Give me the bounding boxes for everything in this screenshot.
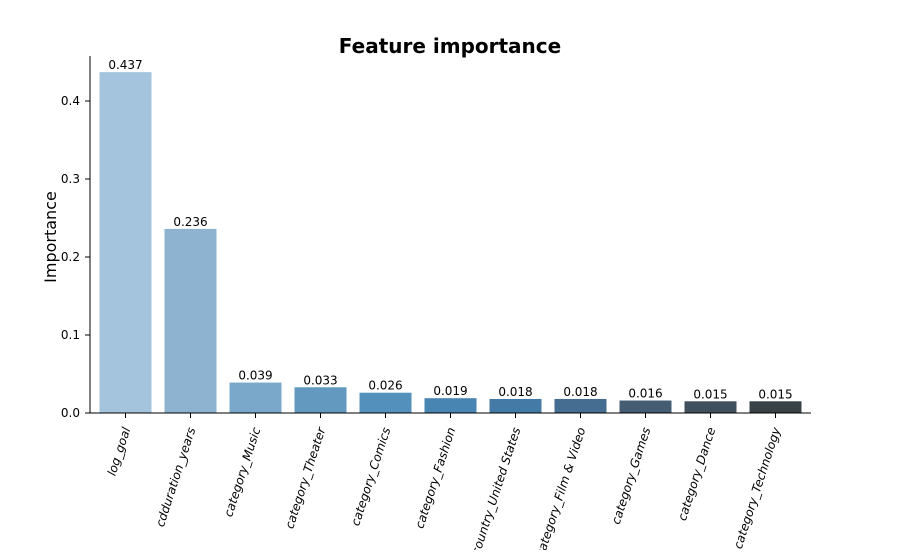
bar (424, 398, 477, 413)
bar (749, 401, 802, 413)
y-tick-label: 0.3 (61, 172, 80, 186)
x-tick-label: cdduration_years (153, 426, 198, 529)
chart-title: Feature importance (339, 34, 561, 58)
bar (554, 398, 607, 413)
x-tick-label: category_Comics (348, 426, 393, 528)
bar (164, 228, 217, 413)
bar-value-label: 0.019 (433, 384, 467, 398)
bar-value-label: 0.016 (628, 387, 662, 401)
bar (684, 401, 737, 413)
x-tick-label: category_Music (221, 425, 263, 518)
x-tick-label: category_Fashion (412, 426, 458, 531)
bar-value-label: 0.018 (498, 385, 532, 399)
y-axis-label: Importance (41, 191, 60, 283)
x-tick-label: category_Games (609, 426, 654, 526)
y-tick-label: 0.0 (61, 406, 80, 420)
bar (359, 392, 412, 413)
bar-value-label: 0.015 (693, 387, 727, 401)
bar (294, 387, 347, 413)
bar-value-label: 0.018 (563, 385, 597, 399)
bar-value-label: 0.039 (238, 369, 272, 383)
bar-value-label: 0.033 (303, 373, 337, 387)
bars-group (99, 72, 802, 413)
x-tick-label: category_Technology (731, 425, 784, 550)
bar (489, 398, 542, 413)
y-axis-ticks: 0.0 0.1 0.2 0.3 0.4 (61, 94, 90, 420)
bar (619, 400, 672, 413)
x-tick-label: log_goal (105, 425, 134, 477)
y-tick-label: 0.1 (61, 328, 80, 342)
y-tick-label: 0.2 (61, 250, 80, 264)
y-tick-label: 0.4 (61, 94, 80, 108)
x-tick-label: category_Film & Video (533, 426, 588, 550)
bar-value-label: 0.437 (108, 58, 142, 72)
bar (229, 382, 282, 413)
bar-value-label: 0.015 (758, 387, 792, 401)
bar-value-label: 0.236 (173, 215, 207, 229)
x-tick-label: category_Theater (282, 425, 328, 531)
bar-value-label: 0.026 (368, 379, 402, 393)
x-tick-label: country_United States (469, 426, 523, 550)
x-axis-ticks: log_goal cdduration_years category_Music ca… (105, 413, 784, 554)
bar-value-labels: 0.437 0.236 0.039 0.033 0.026 0.019 0.018 0.018… (108, 58, 792, 401)
x-tick-label: category_Dance (675, 426, 718, 523)
bar (99, 72, 152, 413)
